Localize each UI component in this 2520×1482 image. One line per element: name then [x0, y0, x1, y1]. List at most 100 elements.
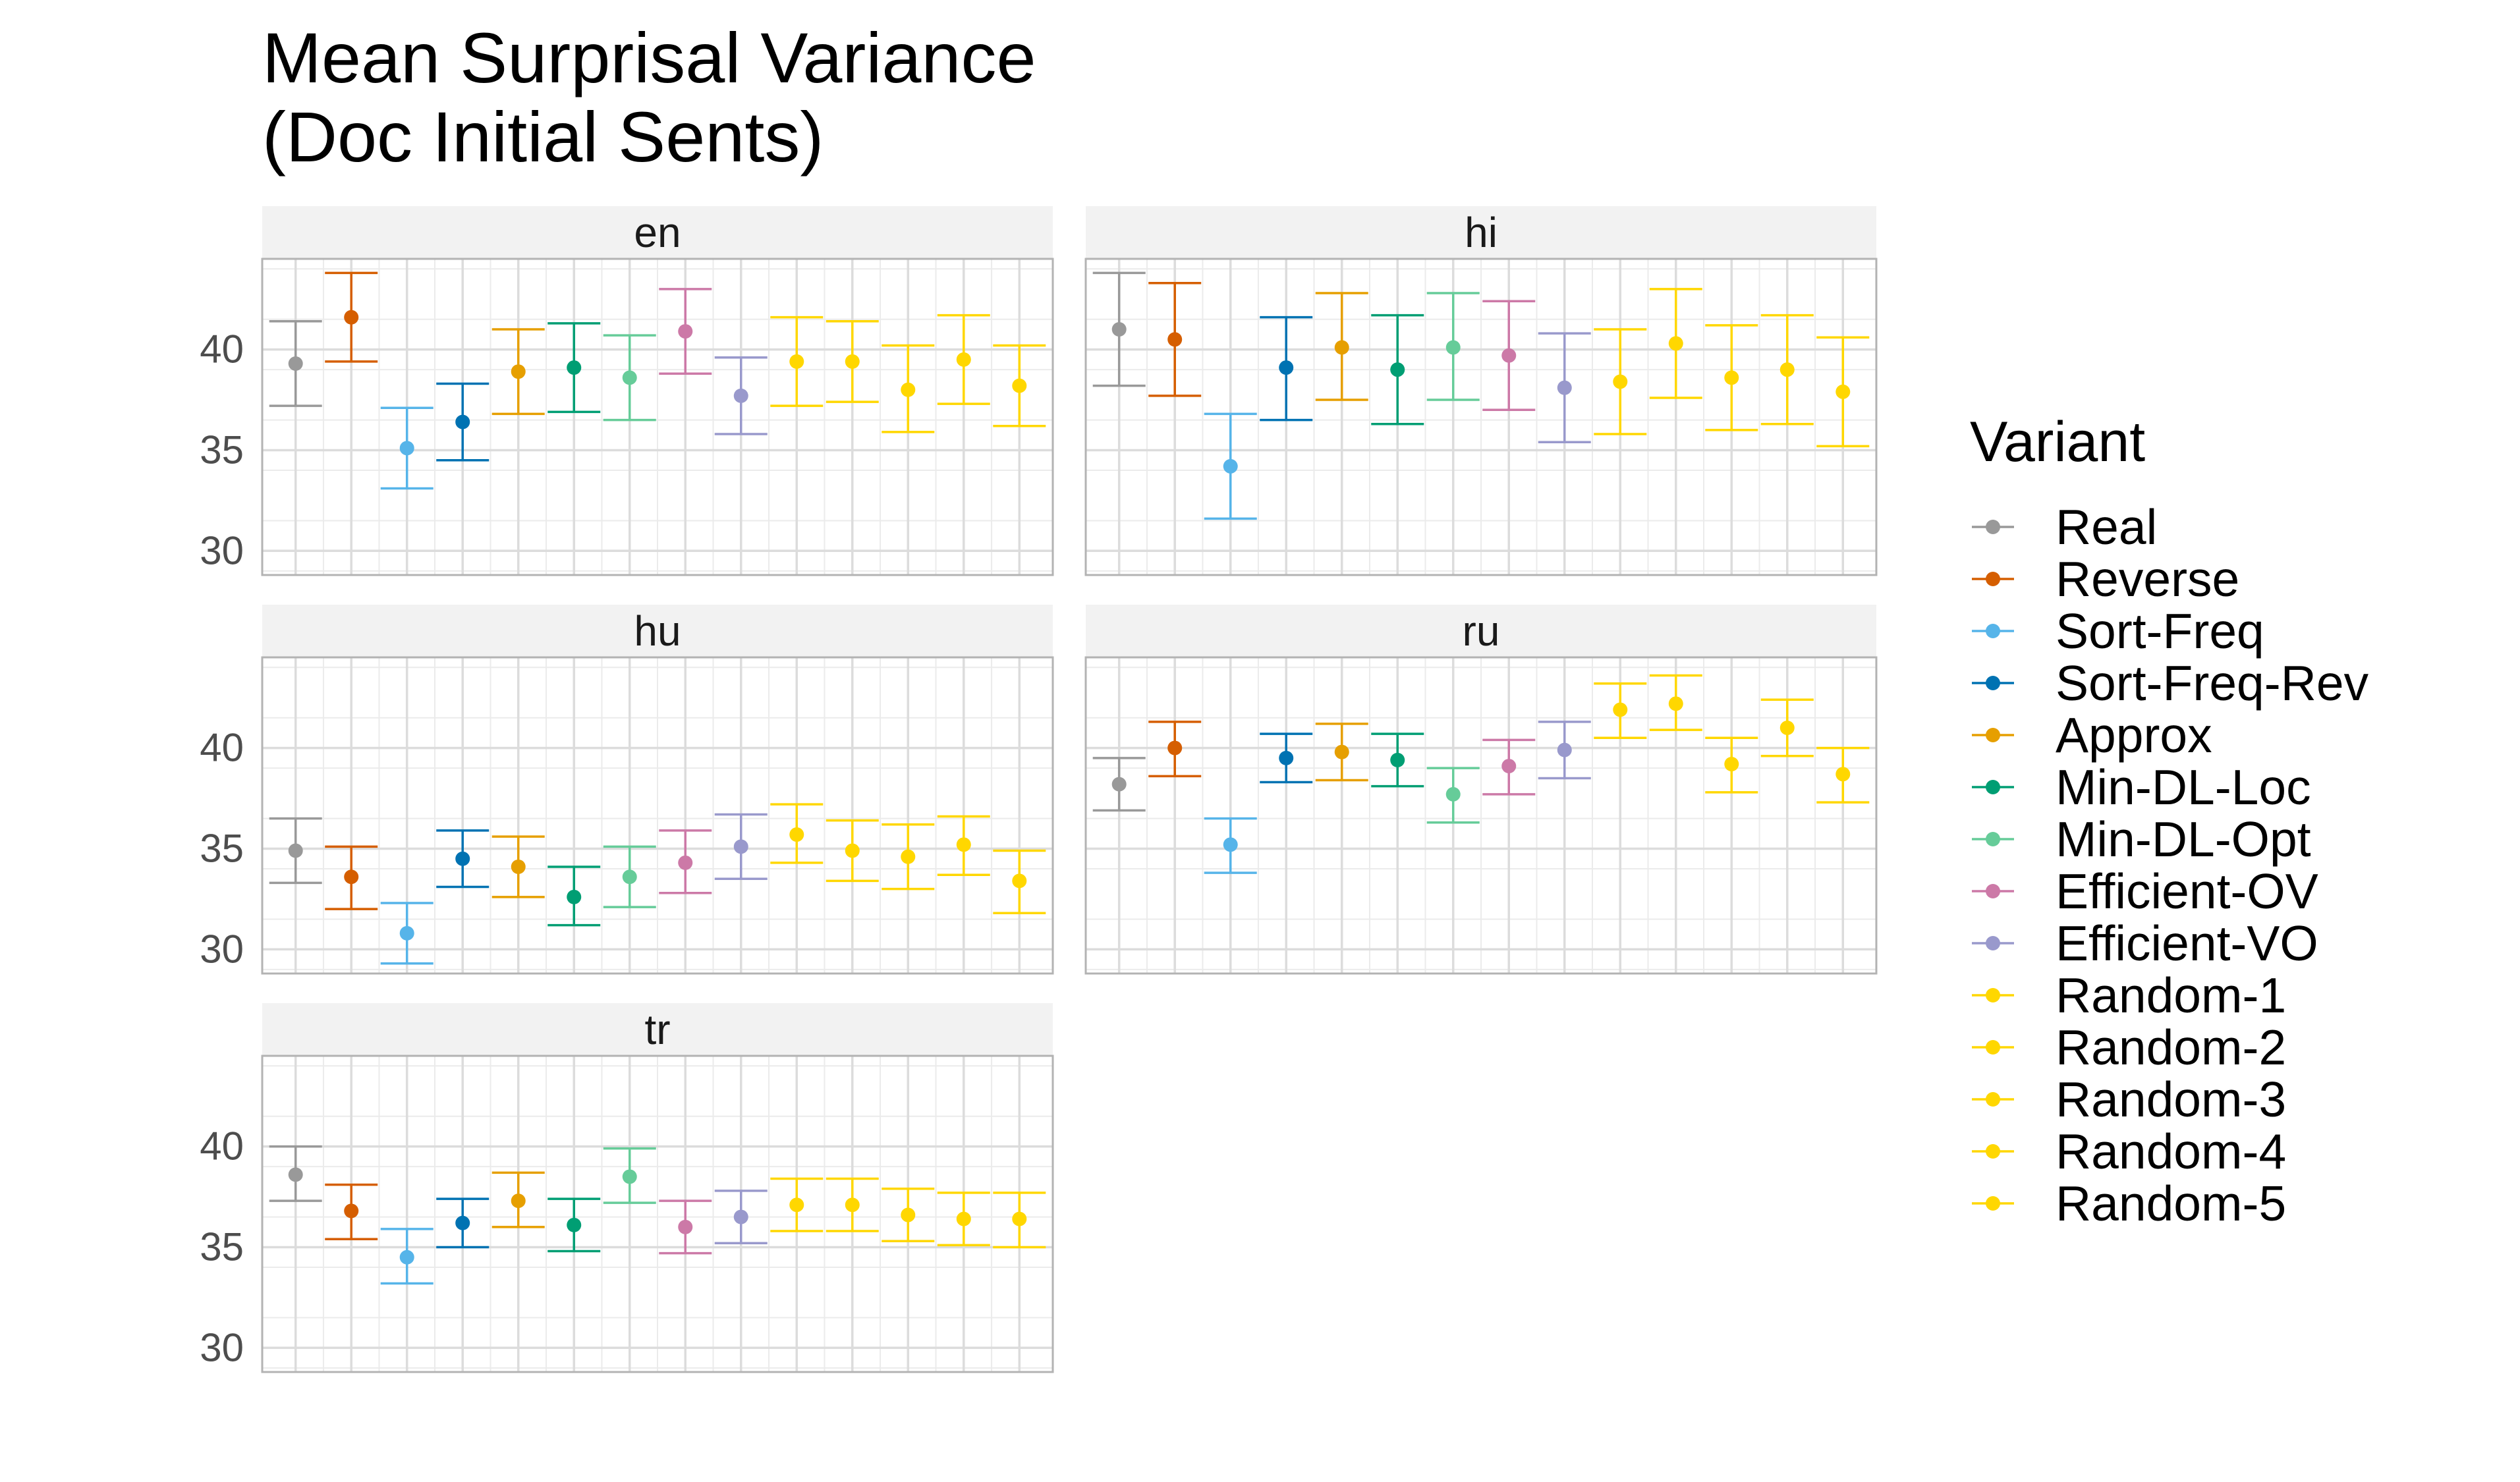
errorbar-random-4: [937, 314, 990, 405]
legend-label: Random-5: [2056, 1176, 2286, 1231]
errorbar-real: [269, 817, 322, 885]
legend-key-point: [1986, 728, 2000, 742]
data-point: [1779, 362, 1795, 377]
errorbar-sort-freq: [1204, 817, 1257, 874]
data-point: [1012, 1211, 1027, 1226]
data-point: [678, 1219, 693, 1234]
legend-item-random-2: Random-2: [1972, 1020, 2286, 1075]
legend-item-sort-freq: Sort-Freq: [1972, 603, 2264, 659]
y-tick-label: 30: [200, 927, 244, 971]
panel-border: [261, 656, 1054, 975]
legend-label: Efficient-OV: [2056, 864, 2318, 919]
legend: Variant RealReverseSort-FreqSort-Freq-Re…: [1970, 410, 2369, 1231]
legend-item-efficient-ov: Efficient-OV: [1972, 864, 2318, 919]
facet-ru: ru: [1084, 605, 1878, 975]
errorbar-random-3: [882, 1188, 935, 1243]
errorbar-sort-freq: [380, 902, 434, 965]
errorbar-efficient-ov: [1482, 738, 1536, 796]
errorbar-min-dl-loc: [1371, 314, 1424, 425]
legend-label: Sort-Freq: [2056, 603, 2264, 659]
errorbar-random-5: [993, 1192, 1046, 1249]
data-point: [1835, 767, 1851, 782]
panel-border: [1084, 656, 1878, 975]
errorbar-sort-freq-rev: [1260, 732, 1313, 784]
data-point: [455, 414, 470, 429]
data-point: [789, 1197, 804, 1213]
data-point: [1613, 702, 1628, 717]
data-point: [511, 1194, 526, 1209]
data-point: [1334, 744, 1349, 759]
errorbar-approx: [491, 1171, 545, 1228]
errorbar-real: [269, 1145, 322, 1202]
facet-strip: [1086, 605, 1876, 657]
data-point: [1223, 458, 1238, 474]
data-point: [1111, 322, 1127, 337]
legend-label: Min-DL-Loc: [2056, 759, 2311, 815]
data-point: [1668, 696, 1683, 711]
legend-key-point: [1986, 1196, 2000, 1211]
facet-hu: hu 30 35 40: [200, 605, 1054, 975]
data-point: [288, 1167, 303, 1182]
errorbar-real: [1092, 271, 1146, 387]
errorbar-random-1: [1594, 328, 1647, 435]
legend-item-random-4: Random-4: [1972, 1124, 2286, 1179]
errorbar-efficient-vo: [714, 1190, 768, 1245]
data-point: [1167, 332, 1183, 347]
legend-item-real: Real: [1972, 499, 2157, 555]
legend-item-min-dl-loc: Min-DL-Loc: [1972, 759, 2311, 815]
data-point: [1279, 750, 1294, 765]
legend-key-point: [1986, 1144, 2000, 1159]
errorbar-efficient-vo: [714, 356, 768, 435]
data-point: [789, 354, 804, 369]
facet-hi: hi: [1084, 206, 1878, 576]
legend-label: Efficient-VO: [2056, 916, 2318, 971]
legend-item-random-5: Random-5: [1972, 1176, 2286, 1231]
facet-strip: [1086, 206, 1876, 259]
legend-label: Reverse: [2056, 551, 2239, 607]
data-point: [511, 859, 526, 874]
y-tick-label: 40: [200, 1124, 244, 1168]
chart-title-line-2: (Doc Initial Sents): [262, 97, 824, 177]
data-point: [511, 364, 526, 379]
errorbar-min-dl-loc: [1371, 732, 1424, 788]
data-point: [455, 851, 470, 866]
data-point: [344, 869, 359, 885]
errorbar-sort-freq: [380, 1228, 434, 1285]
data-point: [901, 1207, 916, 1222]
data-point: [1779, 721, 1795, 736]
legend-item-reverse: Reverse: [1972, 551, 2239, 607]
y-tick-label: 30: [200, 1325, 244, 1369]
errorbar-random-4: [937, 1192, 990, 1247]
errorbar-min-dl-loc: [547, 1197, 601, 1253]
data-point: [733, 839, 748, 854]
data-point: [1668, 336, 1683, 351]
facet-strip-label: tr: [644, 1006, 670, 1053]
data-point: [1445, 340, 1461, 355]
legend-item-random-3: Random-3: [1972, 1072, 2286, 1127]
legend-label: Sort-Freq-Rev: [2056, 655, 2369, 711]
legend-label: Random-2: [2056, 1020, 2286, 1075]
facets: en 30 35 40 hi hu 30 35 40 ru tr 30 35 40: [200, 206, 1878, 1373]
facet-strip: [262, 605, 1053, 657]
errorbar-sort-freq: [380, 406, 434, 490]
errorbar-reverse: [325, 1183, 378, 1240]
errorbar-min-dl-loc: [547, 865, 601, 927]
legend-label: Random-4: [2056, 1124, 2286, 1179]
data-point: [789, 827, 804, 842]
data-point: [1835, 384, 1851, 399]
data-point: [901, 849, 916, 864]
legend-key-point: [1986, 1092, 2000, 1107]
data-point: [1223, 837, 1238, 852]
errorbar-efficient-vo: [1538, 332, 1591, 443]
errorbar-random-5: [1816, 746, 1870, 804]
errorbar-approx: [491, 328, 545, 416]
data-point: [1111, 777, 1127, 792]
data-point: [1724, 757, 1739, 772]
legend-key-point: [1986, 832, 2000, 846]
errorbar-reverse: [1148, 281, 1202, 397]
data-point: [1012, 378, 1027, 393]
errorbar-random-5: [993, 344, 1046, 427]
legend-label: Random-3: [2056, 1072, 2286, 1127]
legend-key-point: [1986, 936, 2000, 950]
data-point: [1012, 873, 1027, 889]
